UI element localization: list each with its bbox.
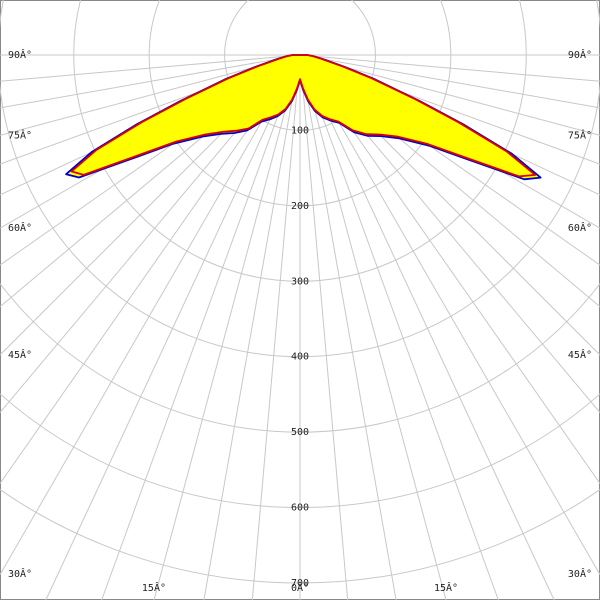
angle-tick-label: 75Â°: [568, 128, 592, 141]
angle-tick-label: 60Â°: [8, 221, 32, 234]
grid-spoke: [153, 54, 301, 600]
r-tick-label: 500: [291, 427, 309, 438]
angle-tick-label: 45Â°: [568, 348, 592, 361]
angle-tick-label: 45Â°: [8, 348, 32, 361]
r-tick-label: 400: [291, 352, 309, 363]
angle-tick-label: 0Â°: [291, 581, 309, 594]
r-tick-label: 300: [291, 276, 309, 287]
r-tick-label: 700: [291, 578, 309, 589]
grid-spoke: [101, 54, 301, 600]
grid-spoke: [299, 54, 397, 600]
angle-tick-label: 60Â°: [568, 221, 592, 234]
grid-spoke: [299, 54, 600, 109]
grid-spoke: [251, 54, 301, 600]
grid-spoke: [299, 54, 555, 600]
labels: 100 200 300 400 500 600 700 90Â° 75Â° 60Â° 45Â° 30Â…: [8, 48, 592, 594]
angle-tick-label: 30Â°: [568, 567, 592, 580]
grid-spoke: [299, 54, 447, 600]
angle-tick-label: 15Â°: [142, 581, 166, 594]
grid-spoke: [203, 54, 301, 600]
angle-tick-label: 75Â°: [8, 128, 32, 141]
angle-tick-label: 90Â°: [8, 48, 32, 61]
r-tick-label: 200: [291, 201, 309, 212]
grid-spoke: [299, 54, 600, 575]
r-tick-label: 600: [291, 503, 309, 514]
angle-tick-label: 30Â°: [8, 567, 32, 580]
grid-spoke: [45, 54, 301, 600]
r-tick-label: 100: [291, 125, 309, 136]
grid-spoke: [0, 54, 301, 82]
grid-spoke: [0, 54, 301, 109]
grid-spoke: [299, 54, 349, 600]
curve: [70, 54, 537, 178]
grid-spoke: [299, 54, 600, 82]
plot: [65, 54, 542, 181]
angle-tick-label: 15Â°: [434, 581, 458, 594]
grid-spoke: [0, 54, 301, 575]
angle-tick-label: 90Â°: [568, 48, 592, 61]
grid-spoke: [299, 54, 499, 600]
